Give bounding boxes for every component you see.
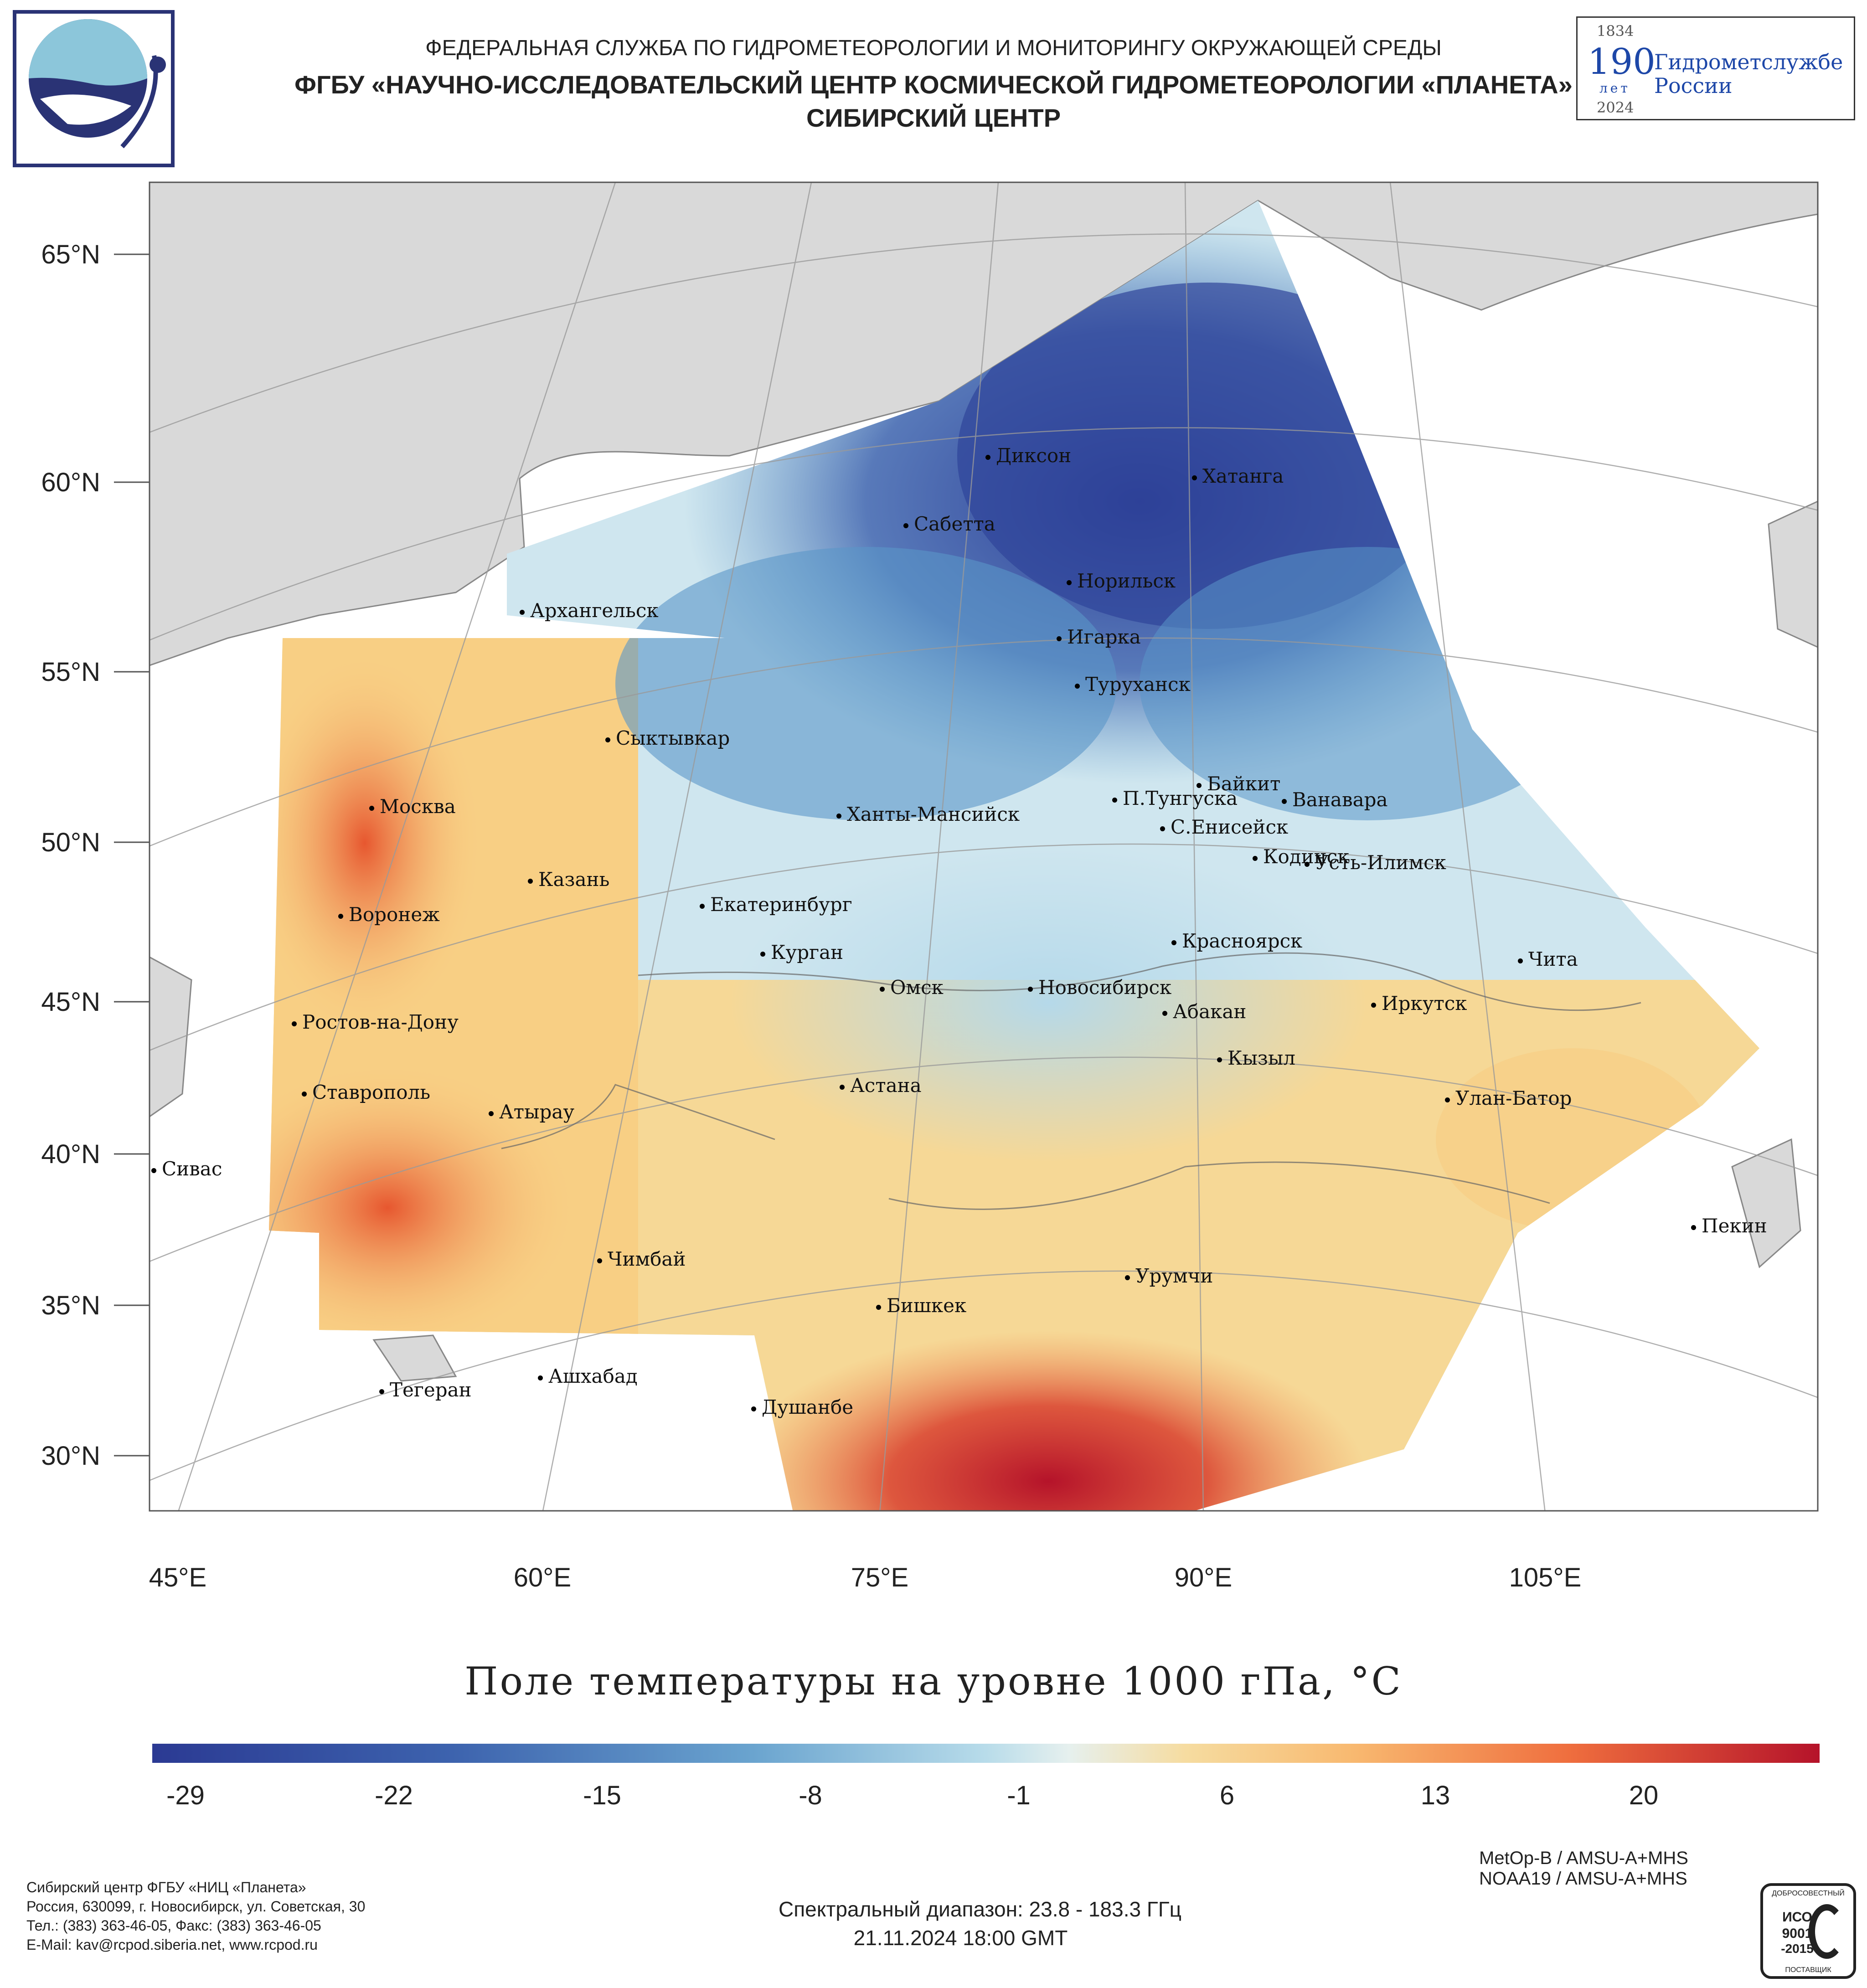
lat-label-50: 50°N <box>41 828 100 857</box>
city-label: Атырау <box>489 1101 574 1123</box>
colorbar-tick-label: -8 <box>799 1781 822 1810</box>
city-label: П.Тунгуска <box>1112 787 1238 809</box>
map-title: Поле температуры на уровне 1000 гПа, °C <box>464 1659 1403 1704</box>
city-label: Тегеран <box>379 1379 472 1401</box>
colorbar-tick-label: -29 <box>166 1781 205 1810</box>
iso-top-text: ДОБРОСОВЕСТНЫЙ <box>1772 1890 1845 1897</box>
colorbar-tick-label: -1 <box>1007 1781 1031 1810</box>
header-line-2: ФГБУ «НАУЧНО-ИССЛЕДОВАТЕЛЬСКИЙ ЦЕНТР КОС… <box>294 70 1573 99</box>
city-label: Норильск <box>1067 570 1176 592</box>
anniversary-badge: 1834 190 лет 2024 Гидрометслужбе России <box>1576 16 1855 120</box>
satellite-line-1: MetOp-B / AMSU-A+MHS <box>1479 1848 1688 1868</box>
city-label: Екатеринбург <box>700 893 852 916</box>
city-label: Чита <box>1518 948 1578 970</box>
city-label: Сыктывкар <box>605 727 730 749</box>
city-label: Иркутск <box>1371 992 1467 1015</box>
city-label: Курган <box>760 941 843 963</box>
footer-email: E-Mail: kav@rcpod.siberia.net, www.rcpod… <box>26 1936 318 1953</box>
lat-label-30: 30°N <box>41 1441 100 1471</box>
city-label: Ростов-на-Дону <box>292 1011 459 1033</box>
iso-year: -2015 <box>1781 1942 1814 1956</box>
city-label: Хатанга <box>1192 465 1284 487</box>
spectral-range: Спектральный диапазон: 23.8 - 183.3 ГГц <box>778 1897 1182 1921</box>
header-line-1: ФЕДЕРАЛЬНАЯ СЛУЖБА ПО ГИДРОМЕТЕОРОЛОГИИ … <box>425 36 1442 60</box>
city-label: Туруханск <box>1075 673 1191 695</box>
city-label: Астана <box>840 1074 922 1097</box>
lon-label-75: 75°E <box>851 1563 909 1592</box>
city-label: Кызыл <box>1217 1047 1295 1069</box>
iso-bottom-text: ПОСТАВЩИК <box>1785 1966 1831 1974</box>
badge-unit: лет <box>1599 81 1630 96</box>
lat-label-60: 60°N <box>41 468 100 497</box>
iso-name: ИСО <box>1782 1910 1812 1925</box>
lat-label-55: 55°N <box>41 657 100 687</box>
city-label: Диксон <box>985 444 1071 467</box>
city-label: Архангельск <box>520 599 659 622</box>
city-label: Урумчи <box>1125 1265 1213 1287</box>
badge-text-2: России <box>1654 73 1733 98</box>
colorbar-tick-label: 6 <box>1219 1781 1235 1810</box>
city-label: Душанбе <box>751 1396 853 1418</box>
temperature-map <box>114 181 1819 1512</box>
lon-label-90: 90°E <box>1174 1563 1233 1592</box>
lat-label-65: 65°N <box>41 240 100 269</box>
satellite-line-2: NOAA19 / AMSU-A+MHS <box>1479 1869 1687 1889</box>
iso-number: 9001 <box>1782 1926 1813 1941</box>
observation-datetime: 21.11.2024 18:00 GMT <box>853 1926 1068 1950</box>
colorbar <box>152 1744 1820 1763</box>
city-label: Казань <box>528 868 609 891</box>
city-label: Чимбай <box>597 1248 686 1270</box>
planeta-logo <box>13 10 175 167</box>
header-line-3: СИБИРСКИЙ ЦЕНТР <box>806 103 1061 132</box>
city-label: Усть-Илимск <box>1305 851 1446 874</box>
city-label: Бишкек <box>876 1294 966 1317</box>
badge-number: 190 <box>1588 41 1656 82</box>
colorbar-tick-label: -15 <box>583 1781 621 1810</box>
city-label: Москва <box>369 795 456 818</box>
city-label: Ханты-Мансийск <box>836 803 1020 825</box>
footer-org: Сибирский центр ФГБУ «НИЦ «Планета» <box>26 1879 306 1895</box>
lat-label-40: 40°N <box>41 1139 100 1169</box>
city-label: Пекин <box>1691 1215 1767 1237</box>
colorbar-tick-label: 13 <box>1420 1781 1450 1810</box>
city-label: Ставрополь <box>302 1081 430 1103</box>
colorbar-tick-label: -22 <box>375 1781 413 1810</box>
lon-label-60: 60°E <box>513 1563 572 1592</box>
lon-label-105: 105°E <box>1509 1563 1582 1592</box>
lat-label-35: 35°N <box>41 1291 100 1320</box>
colorbar-tick-label: 20 <box>1629 1781 1659 1810</box>
iso-certification-stamp: ДОБРОСОВЕСТНЫЙ ИСО 9001 -2015 ПОСТАВЩИК <box>1760 1883 1856 1979</box>
city-label: Ванавара <box>1282 788 1388 811</box>
city-label: Абакан <box>1162 1000 1246 1023</box>
city-label: Сивас <box>151 1158 222 1180</box>
city-label: Улан-Батор <box>1445 1087 1572 1109</box>
lat-label-45: 45°N <box>41 987 100 1017</box>
footer-address: Россия, 630099, г. Новосибирск, ул. Сове… <box>26 1898 366 1915</box>
iso-c-mark <box>1809 1904 1845 1959</box>
badge-year-end: 2024 <box>1597 99 1634 116</box>
badge-year-start: 1834 <box>1597 22 1634 40</box>
city-label: Воронеж <box>338 903 440 926</box>
city-label: Ашхабад <box>538 1365 638 1387</box>
city-label: Сабетта <box>903 513 995 535</box>
lon-label-45: 45°E <box>149 1563 207 1592</box>
city-label: Новосибирск <box>1028 976 1171 999</box>
city-label: Игарка <box>1057 626 1141 648</box>
city-label: С.Енисейск <box>1160 816 1288 838</box>
city-label: Омск <box>880 976 944 999</box>
badge-text-1: Гидрометслужбе <box>1654 50 1843 74</box>
footer-phone: Тел.: (383) 363-46-05, Факс: (383) 363-4… <box>26 1917 321 1934</box>
city-label: Красноярск <box>1171 930 1302 952</box>
